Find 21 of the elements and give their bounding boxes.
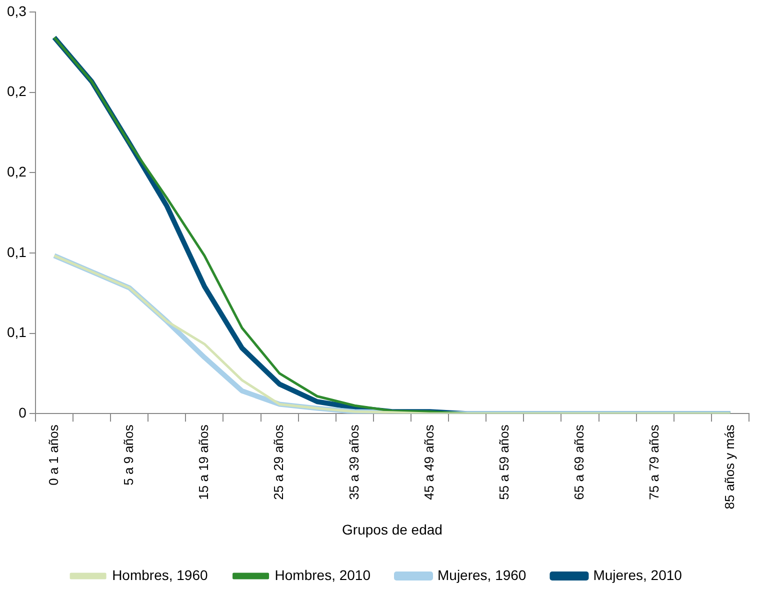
legend-label: Hombres, 1960 — [112, 566, 208, 583]
x-axis-title: Grupos de edad — [342, 521, 442, 538]
legend-label: Mujeres, 1960 — [438, 566, 526, 583]
legend-label: Hombres, 2010 — [274, 566, 371, 583]
x-tick-label: 85 años y más — [722, 424, 737, 510]
y-tick-label: 0,1 — [6, 244, 27, 260]
legend-label: Mujeres, 2010 — [593, 566, 682, 583]
x-tick-label: 25 a 29 años — [271, 424, 286, 500]
y-tick-label: 0,1 — [6, 324, 27, 340]
x-tick-label: 0 a 1 años — [46, 424, 61, 486]
y-tick-label: 0,2 — [6, 164, 27, 180]
y-tick-label: 0,3 — [6, 2, 27, 19]
y-tick-label: 0,2 — [6, 83, 27, 100]
x-tick-label: 5 a 9 años — [120, 424, 136, 486]
x-tick-label: 75 a 79 años — [646, 424, 662, 500]
y-tick-label: 0 — [18, 404, 27, 421]
x-tick-label: 35 a 39 años — [346, 424, 362, 500]
x-tick-label: 55 a 59 años — [496, 424, 512, 500]
x-tick-label: 45 a 49 años — [421, 424, 436, 500]
x-tick-label: 15 a 19 años — [196, 424, 212, 500]
x-tick-label: 65 a 69 años — [572, 424, 587, 500]
